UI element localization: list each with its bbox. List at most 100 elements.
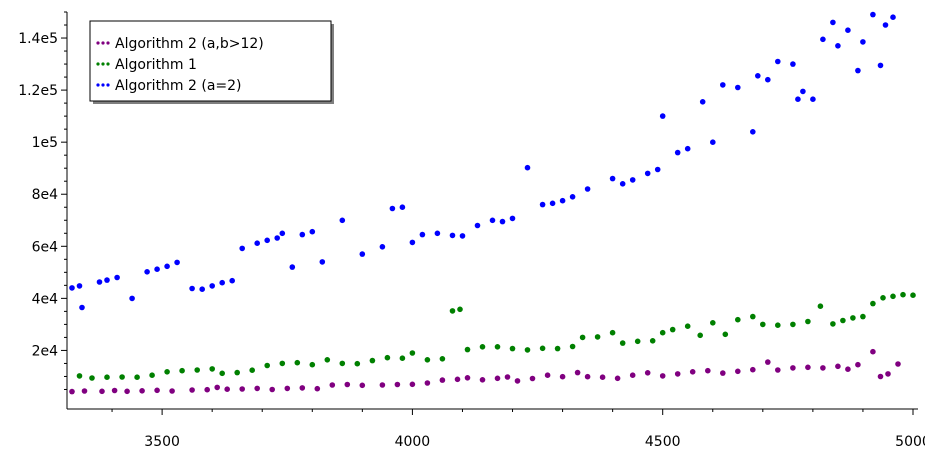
- data-point: [569, 343, 576, 350]
- data-point: [860, 39, 866, 45]
- data-point: [369, 357, 376, 364]
- data-point: [895, 361, 901, 367]
- data-point: [684, 323, 691, 330]
- data-point: [394, 381, 401, 388]
- x-tick-label: 3500: [144, 434, 180, 449]
- data-point: [805, 318, 811, 325]
- data-point: [877, 62, 884, 69]
- data-point: [339, 360, 346, 367]
- data-point: [569, 194, 576, 200]
- data-point: [877, 373, 884, 380]
- data-point: [554, 345, 561, 352]
- data-point: [880, 295, 886, 301]
- data-point: [194, 367, 200, 373]
- data-point: [835, 363, 841, 370]
- data-point: [409, 350, 416, 356]
- data-points: [69, 11, 916, 395]
- data-point: [504, 374, 511, 380]
- data-point: [800, 88, 806, 95]
- data-point: [169, 388, 175, 394]
- data-point: [269, 386, 276, 393]
- data-point: [855, 67, 861, 74]
- y-tick-label: 4e4: [32, 291, 59, 307]
- data-point: [720, 82, 726, 88]
- data-point: [314, 385, 321, 392]
- data-point: [339, 217, 346, 224]
- data-point: [910, 292, 916, 299]
- data-point: [805, 364, 811, 371]
- data-point: [760, 321, 766, 328]
- data-point: [735, 316, 741, 323]
- data-point: [234, 369, 240, 376]
- data-point: [629, 177, 636, 183]
- data-point: [189, 387, 195, 393]
- y-tick-label: 6e4: [32, 239, 59, 255]
- data-point: [454, 376, 461, 383]
- series-1: [69, 348, 901, 395]
- data-point: [214, 384, 220, 391]
- data-point: [750, 129, 756, 135]
- data-point: [614, 375, 621, 382]
- data-point: [870, 348, 876, 355]
- legend-marker: [106, 41, 110, 45]
- data-point: [224, 386, 230, 393]
- data-point: [890, 14, 896, 20]
- data-point: [735, 368, 741, 375]
- data-point: [379, 382, 386, 388]
- data-point: [609, 329, 616, 336]
- data-point: [239, 245, 245, 252]
- data-point: [284, 385, 291, 392]
- data-point: [104, 374, 110, 381]
- series-2: [76, 291, 916, 381]
- legend-marker: [101, 41, 105, 45]
- data-point: [669, 326, 676, 333]
- y-tick-label: 8e4: [32, 187, 59, 203]
- data-point: [579, 334, 586, 341]
- data-point: [129, 295, 135, 302]
- data-point: [559, 197, 566, 204]
- data-point: [79, 304, 85, 311]
- data-point: [324, 357, 331, 363]
- data-point: [830, 19, 836, 26]
- data-point: [399, 204, 406, 210]
- data-point: [544, 372, 551, 379]
- data-point: [599, 374, 606, 381]
- data-point: [179, 367, 185, 374]
- data-point: [474, 222, 481, 229]
- data-point: [750, 313, 756, 320]
- data-point: [154, 266, 160, 273]
- data-point: [124, 388, 130, 395]
- data-point: [514, 378, 521, 384]
- legend-box: [89, 20, 332, 102]
- data-point: [279, 360, 286, 367]
- data-point: [659, 113, 666, 119]
- data-point: [689, 369, 696, 375]
- data-point: [765, 359, 771, 365]
- legend-marker: [96, 83, 100, 87]
- data-point: [354, 360, 361, 367]
- data-point: [254, 240, 260, 246]
- data-point: [722, 331, 729, 338]
- data-point: [89, 375, 95, 381]
- data-point: [439, 377, 446, 383]
- data-point: [479, 377, 486, 383]
- data-point: [524, 164, 531, 171]
- data-point: [144, 269, 150, 275]
- legend-marker: [96, 41, 100, 45]
- data-point: [845, 27, 851, 33]
- data-point: [499, 218, 506, 225]
- data-point: [820, 365, 826, 371]
- data-point: [299, 385, 306, 391]
- data-point: [882, 22, 889, 28]
- data-point: [419, 231, 426, 238]
- data-point: [775, 58, 781, 65]
- data-point: [860, 313, 866, 320]
- data-point: [309, 228, 316, 235]
- y-tick-label: 1.2e5: [18, 83, 58, 99]
- data-point: [870, 300, 876, 307]
- legend-marker: [101, 83, 105, 87]
- data-point: [594, 334, 601, 340]
- legend-entry: Algorithm 1: [96, 57, 197, 73]
- data-point: [644, 370, 651, 376]
